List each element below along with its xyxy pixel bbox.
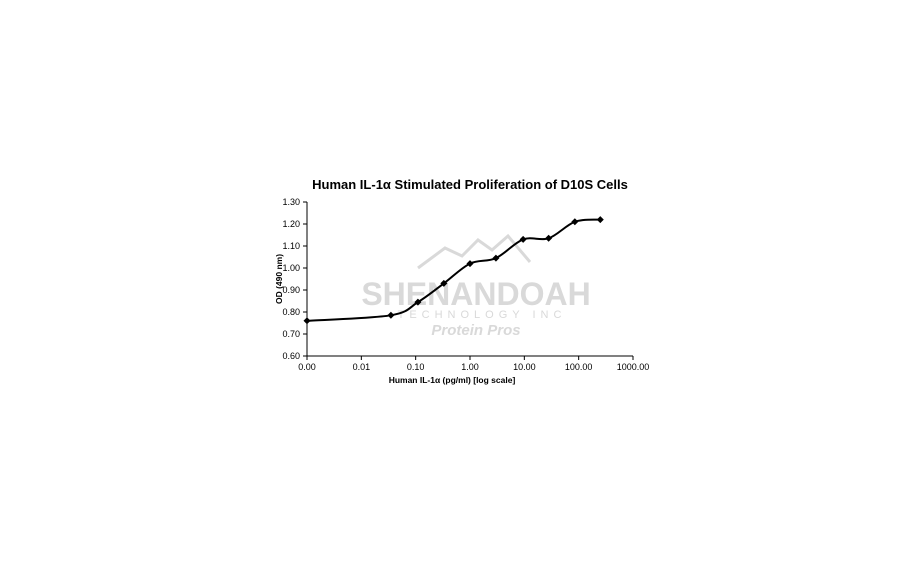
data-point-marker	[440, 279, 448, 287]
x-tick-label: 0.01	[353, 362, 371, 372]
data-point-marker	[545, 234, 553, 242]
data-point-marker	[387, 311, 395, 319]
data-point-marker	[414, 298, 422, 306]
y-axis-ticks: 0.60 0.70 0.80 0.90 1.00 1.10 1.20 1.30	[282, 197, 307, 361]
y-axis-title: OD (490 nm)	[274, 254, 284, 304]
series-group	[303, 216, 604, 325]
watermark-logo: SHENANDOAH TECHNOLOGY INC Protein Pros	[361, 233, 591, 339]
data-point-marker	[596, 216, 604, 224]
data-point-marker	[492, 254, 500, 262]
y-tick-label: 0.90	[282, 285, 300, 295]
watermark-line3: Protein Pros	[431, 322, 520, 339]
x-tick-label: 1000.00	[617, 362, 650, 372]
y-tick-label: 1.10	[282, 241, 300, 251]
x-tick-label: 0.10	[407, 362, 425, 372]
x-tick-label: 100.00	[565, 362, 593, 372]
y-tick-label: 1.30	[282, 197, 300, 207]
watermark-name: SHENANDOAH	[361, 276, 590, 312]
watermark-line2: TECHNOLOGY INC	[398, 309, 567, 321]
chart-title: Human IL-1α Stimulated Proliferation of …	[312, 177, 628, 192]
data-point-marker	[303, 317, 311, 325]
series-line	[306, 218, 601, 322]
x-axis-ticks: 0.00 0.01 0.10 1.00 10.00 100.00 1000.00	[298, 356, 649, 372]
y-tick-label: 1.00	[282, 263, 300, 273]
y-tick-label: 0.80	[282, 307, 300, 317]
data-point-marker	[571, 218, 579, 226]
y-tick-label: 1.20	[282, 219, 300, 229]
x-axis-title: Human IL-1α (pg/ml) [log scale]	[389, 375, 516, 385]
x-tick-label: 1.00	[461, 362, 479, 372]
watermark-mountain-icon	[417, 233, 532, 270]
x-tick-label: 0.00	[298, 362, 316, 372]
x-tick-label: 10.00	[513, 362, 536, 372]
data-point-marker	[466, 260, 474, 268]
y-tick-label: 0.70	[282, 329, 300, 339]
data-point-marker	[519, 235, 527, 243]
y-tick-label: 0.60	[282, 351, 300, 361]
